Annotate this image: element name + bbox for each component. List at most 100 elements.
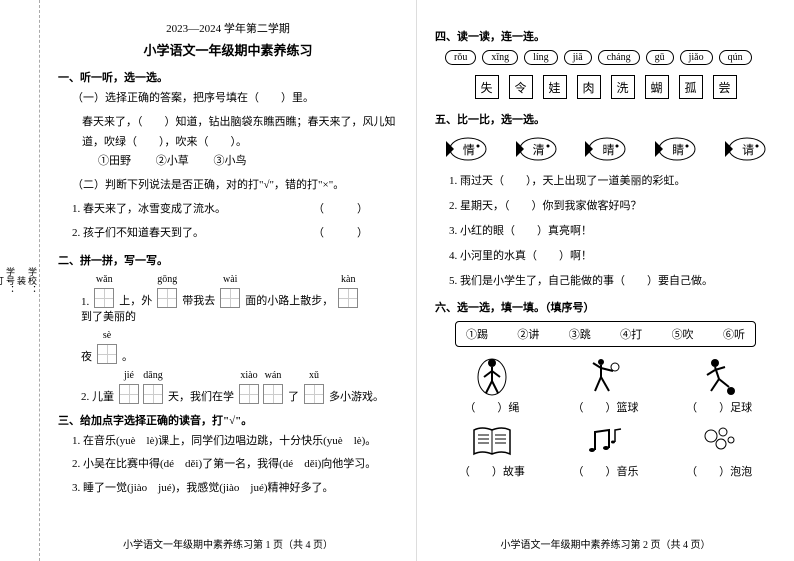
pinyin-pill: jiā [564,50,592,65]
page-header: 2023—2024 学年第二学期 小学语文一年级期中素养练习 [58,20,398,59]
fish-char: 请 [742,141,754,158]
jump-rope-icon [472,357,512,397]
q1-1-text: 春天来了，（ ）知道，钻出脑袋东瞧西瞧；春天来了，风儿知道，吹绿（ ），吹来（ … [82,113,398,153]
section-5-heading: 五、比一比，选一选。 [435,111,776,127]
icon-music: （ ）音乐 [570,421,640,479]
fish-icon: 睛 [651,135,699,163]
q1-2-2: 2. 孩子们不知道春天到了。 （ ） [72,224,398,244]
binding-label: 学校： [26,267,39,294]
icon-label: （ ）足球 [686,399,752,415]
icon-label: （ ）音乐 [572,463,638,479]
bank-item: ②讲 [517,326,539,342]
pinyin-block: wài [220,274,240,308]
icon-label: （ ）绳 [464,399,519,415]
pinyin-row-1b: 夜 sè 。 [78,330,398,364]
text: 夜 [81,348,92,364]
icon-basketball: （ ）篮球 [570,357,640,415]
pinyin: sè [103,330,111,344]
q5-1: 1. 雨过天（ ），天上出现了一道美丽的彩虹。 [449,171,776,192]
pinyin: wán [265,370,282,384]
pinyin: dāng [143,370,162,384]
book-icon [472,421,512,461]
bank-item: ④打 [620,326,642,342]
pinyin-block: dāng [143,370,163,404]
page-title: 小学语文一年级期中素养练习 [58,40,398,59]
q1-1-intro: （一）选择正确的答案，把序号填在（ ）里。 [72,89,398,109]
q5-2: 2. 星期天，（ ）你到我家做客好吗？ [449,196,776,217]
pinyin-block: jié [119,370,139,404]
pinyin: kàn [341,274,355,288]
text: 带我去 [182,292,215,308]
pinyin-pill: jiǎo [680,50,713,65]
section-1-heading: 一、听一听，选一选。 [58,69,398,85]
pinyin-row-1: 1. wǎn 上，外 gōng 带我去 wài 面的小路上散步， kàn 到了美… [78,274,398,324]
q3-3: 3. 睡了一觉(jiào jué)，我感觉(jiào jué)精神好多了。 [72,479,398,499]
music-icon [585,421,625,461]
icon-story: （ ）故事 [457,421,527,479]
fish-icon: 清 [512,135,560,163]
bank-item: ③跳 [569,326,591,342]
option: ②小草 [156,155,189,167]
icon-label: （ ）篮球 [572,399,638,415]
fish-char: 睛 [672,141,684,158]
term-text: 2023—2024 学年第二学期 [58,20,398,36]
char-box: 肉 [577,75,601,99]
section-6-heading: 六、选一选，填一填。（填序号） [435,299,776,315]
pinyin-pill: xīng [482,50,518,65]
q5-4: 4. 小河里的水真（ ）啊！ [449,246,776,267]
icon-label: （ ）故事 [459,463,525,479]
binding-margin: 学校： 装 学号： 订 姓名： 线 班级： 学校： [0,0,40,561]
pinyin-pill: rǒu [445,50,476,65]
char-box: 失 [475,75,499,99]
pinyin-block: sè [97,330,117,364]
pinyin-block: xǔ [304,370,324,404]
bank-item: ①踢 [466,326,488,342]
text: 1. [81,296,89,308]
char-box: 蝴 [645,75,669,99]
fish-row: 情 清 晴 睛 请 [435,135,776,163]
q5-3: 3. 小红的眼（ ）真亮啊！ [449,221,776,242]
basketball-icon [585,357,625,397]
pinyin-pill: gū [646,50,674,65]
icon-football: （ ）足球 [684,357,754,415]
q-text: 1. 春天来了，冰雪变成了流水。 [72,203,226,215]
fish-icon: 情 [442,135,490,163]
pinyin-block: gōng [157,274,177,308]
q5-5: 5. 我们是小学生了，自己能做的事（ ）要自己做。 [449,271,776,292]
text: 2. 儿童 [81,388,114,404]
text: 上，外 [119,292,152,308]
bank-item: ⑥听 [723,326,745,342]
option: ①田野 [98,155,131,167]
char-box: 洗 [611,75,635,99]
pinyin: xiào [240,370,257,384]
q-text: 2. 孩子们不知道春天到了。 [72,227,204,239]
icon-bubble: （ ）泡泡 [684,421,754,479]
pinyin: gōng [157,274,177,288]
icon-jump-rope: （ ）绳 [457,357,527,415]
pinyin-pill-row: rǒu xīng líng jiā cháng gū jiǎo qún [445,50,776,65]
pinyin: wǎn [96,274,113,288]
pinyin-pill: qún [719,50,752,65]
pinyin-pill: líng [524,50,558,65]
section-3-heading: 三、给加点字选择正确的读音，打"√"。 [58,412,398,428]
text: 面的小路上散步， [245,292,333,308]
text: 了 [288,388,299,404]
binding-mark: 订 [0,274,4,287]
char-box-row: 失 令 娃 肉 洗 蝴 孤 尝 [435,75,776,99]
q1-1-options: ①田野 ②小草 ③小鸟 [98,152,398,172]
page-1: 2023—2024 学年第二学期 小学语文一年级期中素养练习 一、听一听，选一选… [40,0,417,561]
pinyin-row-2: 2. 儿童 jié dāng 天，我们在学 xiào wán 了 xǔ 多小游戏… [78,370,398,404]
text: 到了美丽的 [81,308,136,324]
icon-label: （ ）泡泡 [686,463,752,479]
icon-row-1: （ ）绳 （ ）篮球 （ ）足球 [435,357,776,415]
q3-1: 1. 在音乐(yuè lè)课上，同学们边唱边跳，十分快乐(yuè lè)。 [72,432,398,452]
pinyin-block: wán [263,370,283,404]
pinyin: xǔ [309,370,319,384]
pinyin: wài [223,274,237,288]
page-footer: 小学语文一年级期中素养练习第 1 页（共 4 页） [40,536,416,551]
page-2: 四、读一读，连一连。 rǒu xīng líng jiā cháng gū ji… [417,0,794,561]
word-bank: ①踢 ②讲 ③跳 ④打 ⑤吹 ⑥听 [455,321,756,347]
char-box: 孤 [679,75,703,99]
pinyin-block: xiào [239,370,259,404]
pinyin-pill: cháng [598,50,640,65]
